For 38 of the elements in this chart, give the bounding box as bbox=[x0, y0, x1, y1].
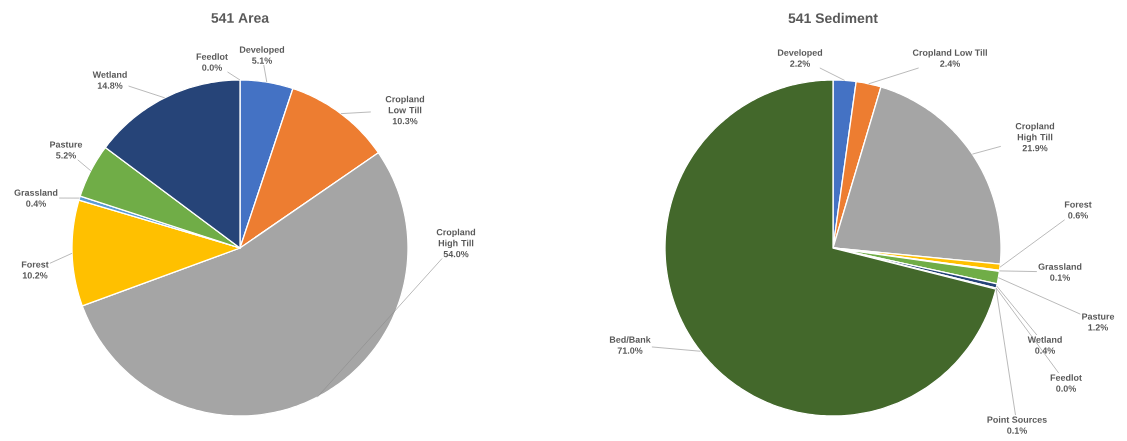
slice-label: Cropland High Till bbox=[436, 228, 476, 249]
data-label: 71.0% bbox=[617, 347, 643, 354]
data-label: 0.4% bbox=[1035, 347, 1055, 354]
data-label: 54.0% bbox=[443, 250, 469, 258]
slice-label: Developed bbox=[239, 46, 285, 55]
slice-label: Forest bbox=[21, 261, 49, 268]
data-label: 0.6% bbox=[1068, 212, 1088, 219]
category-label: Feedlot bbox=[196, 53, 228, 60]
slice-label: Cropland Low Till bbox=[385, 95, 425, 114]
slice-label: Wetland bbox=[1027, 336, 1062, 343]
slice-label: Bed/Bank bbox=[609, 336, 651, 343]
data-label: 0.1% bbox=[1007, 427, 1027, 434]
chart-title: 541 Area bbox=[211, 13, 270, 23]
data-label: 2.2% bbox=[790, 60, 810, 67]
data-label: 0.4% bbox=[26, 200, 46, 207]
slice-label: Pasture bbox=[50, 141, 83, 148]
data-label: 1.2% bbox=[1088, 324, 1108, 331]
text: 0.0% bbox=[202, 64, 222, 71]
text: 0.0% bbox=[1056, 385, 1076, 392]
slice-label: Wetland bbox=[92, 71, 127, 78]
slice-label: Grassland bbox=[1038, 263, 1082, 270]
slice-label: Grassland bbox=[14, 189, 58, 196]
data-label: 10.3% bbox=[392, 117, 418, 125]
slice-label: Cropland Low Till bbox=[912, 49, 987, 58]
data-label: 10.2% bbox=[22, 272, 48, 279]
data-label: 5.1% bbox=[252, 57, 272, 64]
slice-label: Forest bbox=[1064, 201, 1092, 208]
data-label: 14.8% bbox=[97, 82, 123, 89]
data-label: 2.4% bbox=[940, 60, 960, 67]
data-label: 0.1% bbox=[1050, 274, 1070, 281]
slice-label: Developed bbox=[777, 49, 823, 58]
data-label: 5.2% bbox=[56, 152, 76, 159]
slice-label: Pasture bbox=[1082, 313, 1115, 320]
category-label: Feedlot bbox=[1050, 374, 1082, 381]
slice-label: Point Sources bbox=[987, 416, 1047, 423]
slice-label: Cropland High Till bbox=[1015, 122, 1055, 143]
chart-title: 541 Sediment bbox=[788, 12, 878, 24]
data-label: 21.9% bbox=[1022, 144, 1048, 152]
